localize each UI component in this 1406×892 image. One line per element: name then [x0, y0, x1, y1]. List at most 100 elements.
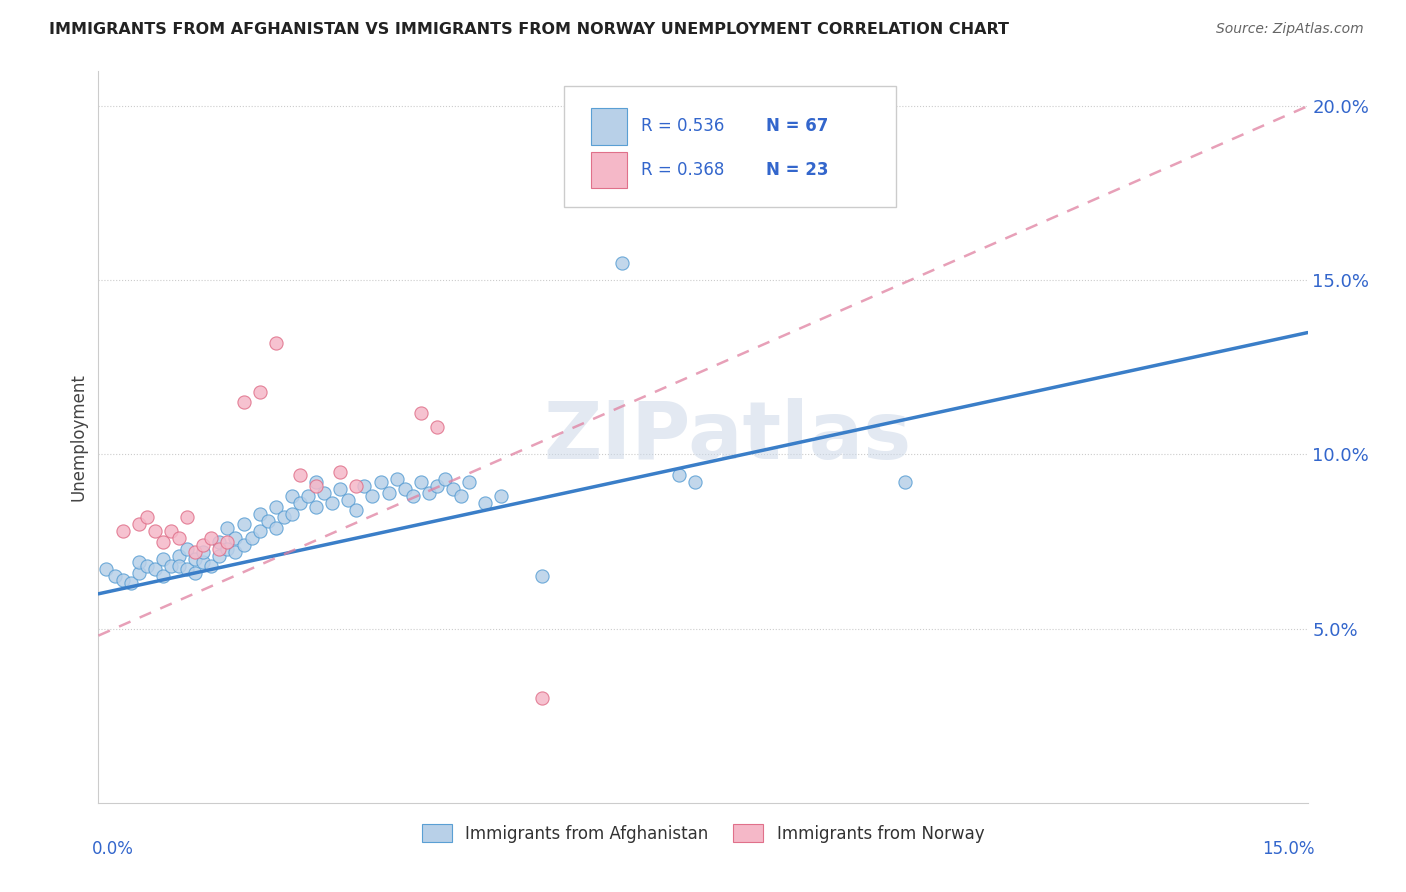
Point — [128, 556, 150, 570]
Point — [385, 472, 408, 486]
Point — [200, 531, 222, 545]
Point — [288, 468, 311, 483]
Point — [232, 517, 254, 532]
Point — [184, 545, 207, 559]
Point — [314, 485, 336, 500]
Point — [193, 556, 215, 570]
Point — [224, 531, 246, 545]
Point — [450, 489, 472, 503]
Point — [208, 541, 231, 556]
Point — [249, 507, 271, 521]
Text: IMMIGRANTS FROM AFGHANISTAN VS IMMIGRANTS FROM NORWAY UNEMPLOYMENT CORRELATION C: IMMIGRANTS FROM AFGHANISTAN VS IMMIGRANT… — [49, 22, 1010, 37]
Point — [264, 336, 287, 351]
Point — [96, 562, 118, 576]
Point — [176, 510, 198, 524]
Point — [143, 524, 166, 538]
Point — [200, 558, 222, 573]
Point — [232, 395, 254, 409]
Point — [193, 538, 215, 552]
Text: N = 23: N = 23 — [766, 161, 828, 179]
Point — [305, 500, 328, 514]
Text: 15.0%: 15.0% — [1263, 840, 1315, 858]
Point — [128, 517, 150, 532]
Point — [418, 485, 440, 500]
Point — [281, 507, 304, 521]
Text: ZIPatlas: ZIPatlas — [543, 398, 911, 476]
Point — [273, 510, 295, 524]
Point — [329, 465, 352, 479]
Point — [184, 566, 207, 580]
Point — [249, 384, 271, 399]
Text: R = 0.368: R = 0.368 — [641, 161, 724, 179]
Point — [530, 569, 553, 583]
Point — [167, 558, 190, 573]
FancyBboxPatch shape — [591, 152, 627, 188]
Point — [353, 479, 375, 493]
Point — [409, 406, 432, 420]
Point — [337, 492, 360, 507]
Point — [232, 538, 254, 552]
Point — [103, 569, 125, 583]
Point — [361, 489, 384, 503]
Point — [893, 475, 915, 490]
FancyBboxPatch shape — [564, 86, 897, 207]
Point — [143, 562, 166, 576]
Point — [160, 558, 183, 573]
Point — [426, 419, 449, 434]
Point — [249, 524, 271, 538]
Point — [321, 496, 343, 510]
Point — [135, 510, 157, 524]
Legend: Immigrants from Afghanistan, Immigrants from Norway: Immigrants from Afghanistan, Immigrants … — [415, 818, 991, 849]
Point — [297, 489, 319, 503]
Point — [612, 256, 634, 270]
Point — [120, 576, 142, 591]
Point — [281, 489, 304, 503]
Point — [409, 475, 432, 490]
Point — [111, 573, 134, 587]
Point — [344, 503, 367, 517]
Point — [224, 545, 246, 559]
Point — [474, 496, 496, 510]
Point — [160, 524, 183, 538]
Point — [264, 500, 287, 514]
Point — [402, 489, 425, 503]
Point — [193, 545, 215, 559]
Point — [152, 569, 174, 583]
Point — [434, 472, 457, 486]
Point — [305, 479, 328, 493]
Point — [217, 521, 239, 535]
Point — [305, 475, 328, 490]
Point — [184, 552, 207, 566]
Point — [256, 514, 278, 528]
Point — [344, 479, 367, 493]
Point — [377, 485, 399, 500]
Point — [208, 549, 231, 563]
Point — [491, 489, 513, 503]
Text: Source: ZipAtlas.com: Source: ZipAtlas.com — [1216, 22, 1364, 37]
Point — [329, 483, 352, 497]
Point — [208, 534, 231, 549]
Text: 0.0%: 0.0% — [91, 840, 134, 858]
Point — [668, 468, 690, 483]
Point — [167, 549, 190, 563]
Point — [167, 531, 190, 545]
Y-axis label: Unemployment: Unemployment — [69, 373, 87, 501]
Point — [458, 475, 481, 490]
Point — [264, 521, 287, 535]
Point — [426, 479, 449, 493]
Point — [394, 483, 416, 497]
Point — [152, 534, 174, 549]
Point — [683, 475, 706, 490]
Text: N = 67: N = 67 — [766, 117, 828, 136]
FancyBboxPatch shape — [591, 108, 627, 145]
Point — [176, 562, 198, 576]
Point — [240, 531, 263, 545]
Text: R = 0.536: R = 0.536 — [641, 117, 724, 136]
Point — [128, 566, 150, 580]
Point — [441, 483, 464, 497]
Point — [530, 691, 553, 706]
Point — [176, 541, 198, 556]
Point — [217, 541, 239, 556]
Point — [111, 524, 134, 538]
Point — [288, 496, 311, 510]
